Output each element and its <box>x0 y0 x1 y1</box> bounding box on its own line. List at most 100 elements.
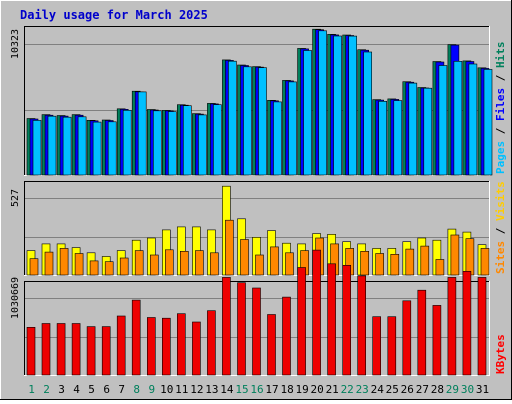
bar-hits-pages-day-13 <box>213 104 222 176</box>
bar-visits-sites-day-5 <box>89 260 99 276</box>
bar-visits-sites-day-14 <box>225 219 234 276</box>
bar-kbytes-kbytes-day-21 <box>327 263 336 376</box>
x-tick-label-day-29: 29 <box>446 383 459 396</box>
x-tick-label-day-1: 1 <box>28 383 35 396</box>
bar-hits-pages-day-9 <box>153 110 162 176</box>
bar-visits-sites-day-10 <box>165 249 174 276</box>
bar-hits-pages-day-21 <box>333 35 342 176</box>
bar-kbytes-kbytes-day-16 <box>252 287 261 376</box>
bar-hits-pages-day-26 <box>408 82 418 176</box>
x-tick-label-day-21: 21 <box>326 383 339 396</box>
bar-visits-sites-day-6 <box>104 261 114 276</box>
legend-separator: / <box>494 121 507 141</box>
bar-kbytes-kbytes-day-11 <box>177 313 186 376</box>
bar-visits-sites-day-2 <box>44 251 54 276</box>
bar-hits-pages-day-14 <box>228 60 237 176</box>
bar-visits-sites-day-11 <box>180 251 189 276</box>
bar-visits-sites-day-29 <box>450 234 460 276</box>
bar-kbytes-kbytes-day-5 <box>86 326 96 376</box>
y-tick-label-kbytes: 1030669 <box>10 277 21 319</box>
bar-hits-pages-day-23 <box>363 51 373 176</box>
bar-kbytes-kbytes-day-14 <box>222 277 231 376</box>
x-tick-label-day-5: 5 <box>88 383 95 396</box>
bar-visits-sites-day-3 <box>59 248 69 276</box>
bar-hits-pages-day-22 <box>348 35 358 176</box>
x-tick-label-day-25: 25 <box>386 383 399 396</box>
x-tick-label-day-11: 11 <box>175 383 188 396</box>
bar-hits-pages-day-6 <box>107 121 117 176</box>
chart-title: Daily usage for March 2025 <box>20 8 208 22</box>
bar-hits-pages-day-12 <box>198 114 207 176</box>
legend-entry-visits: Visits <box>494 181 507 221</box>
bar-hits-pages-day-1 <box>32 120 42 176</box>
x-tick-label-day-4: 4 <box>73 383 80 396</box>
bar-kbytes-kbytes-day-1 <box>26 326 36 376</box>
bar-visits-sites-day-13 <box>210 252 219 276</box>
bar-kbytes-kbytes-day-7 <box>116 315 126 376</box>
bar-visits-sites-day-27 <box>420 245 430 276</box>
x-tick-label-day-3: 3 <box>58 383 65 396</box>
bar-hits-pages-day-17 <box>273 101 282 176</box>
x-tick-label-day-7: 7 <box>118 383 125 396</box>
panel-visits: 527 Sites / Visits <box>10 181 507 276</box>
axis-legend-hits: Pages / Files / Hits <box>494 42 507 175</box>
bar-kbytes-kbytes-day-13 <box>207 310 216 376</box>
x-axis-day-labels: 1 2 3 4 5 6 7 8 9 10 11 12 13 14 15 16 17 18 19 20 21 22 23 24 2… <box>28 383 489 396</box>
y-tick-label-visits: 527 <box>10 189 21 207</box>
bar-hits-pages-day-15 <box>243 66 252 176</box>
x-tick-label-day-18: 18 <box>280 383 293 396</box>
bar-kbytes-kbytes-day-12 <box>192 321 201 376</box>
bar-kbytes-kbytes-day-24 <box>372 316 382 376</box>
axis-legend-kbytes: KBytes <box>494 334 507 374</box>
x-tick-label-day-22: 22 <box>341 383 354 396</box>
bar-visits-sites-day-8 <box>134 250 144 276</box>
bar-kbytes-kbytes-day-9 <box>147 317 156 376</box>
bar-visits-sites-day-9 <box>150 254 159 276</box>
x-tick-label-day-10: 10 <box>160 383 173 396</box>
bar-hits-pages-day-30 <box>468 63 478 176</box>
bar-visits-sites-day-12 <box>195 250 204 276</box>
bar-visits-sites-day-31 <box>480 248 490 276</box>
x-tick-label-day-30: 30 <box>461 383 474 396</box>
bar-kbytes-kbytes-day-3 <box>56 323 66 376</box>
x-tick-label-day-15: 15 <box>235 383 248 396</box>
x-tick-label-day-20: 20 <box>310 383 323 396</box>
bar-kbytes-kbytes-day-2 <box>41 323 51 376</box>
bar-kbytes-kbytes-day-30 <box>462 270 472 376</box>
x-tick-label-day-14: 14 <box>220 383 234 396</box>
legend-entry-hits: Hits <box>494 42 507 69</box>
legend-separator: / <box>494 68 507 88</box>
bar-hits-pages-day-31 <box>483 69 493 176</box>
bar-visits-sites-day-1 <box>29 258 39 276</box>
bar-visits-sites-day-25 <box>390 254 400 276</box>
bar-hits-pages-day-29 <box>453 60 463 176</box>
bar-hits-pages-day-7 <box>122 110 132 176</box>
bar-kbytes-kbytes-day-18 <box>282 296 291 376</box>
bar-kbytes-kbytes-day-25 <box>387 316 397 376</box>
bar-hits-pages-day-3 <box>62 116 72 176</box>
bar-kbytes-kbytes-day-27 <box>417 289 427 376</box>
bar-kbytes-kbytes-day-28 <box>432 305 442 376</box>
bar-hits-pages-day-19 <box>303 50 312 176</box>
bar-kbytes-kbytes-day-20 <box>312 249 321 376</box>
x-tick-label-day-24: 24 <box>371 383 385 396</box>
x-tick-label-day-16: 16 <box>250 383 263 396</box>
axis-legend-visits: Sites / Visits <box>494 181 507 274</box>
bar-hits-pages-day-27 <box>423 87 433 176</box>
bar-hits-pages-day-4 <box>77 116 87 176</box>
bar-visits-sites-day-23 <box>360 251 370 276</box>
bar-kbytes-kbytes-day-10 <box>162 317 171 376</box>
bar-hits-pages-day-8 <box>137 91 147 176</box>
x-tick-label-day-26: 26 <box>401 383 414 396</box>
x-tick-label-day-17: 17 <box>265 383 278 396</box>
bar-hits-pages-day-28 <box>438 65 448 176</box>
bar-visits-sites-day-17 <box>270 246 279 276</box>
panel-kbytes: 1030669 KBytes <box>10 249 507 376</box>
x-tick-label-day-2: 2 <box>43 383 50 396</box>
bar-hits-pages-day-24 <box>378 101 388 176</box>
x-tick-label-day-28: 28 <box>431 383 444 396</box>
bar-visits-sites-day-28 <box>435 259 445 276</box>
bar-kbytes-kbytes-day-26 <box>402 300 412 376</box>
